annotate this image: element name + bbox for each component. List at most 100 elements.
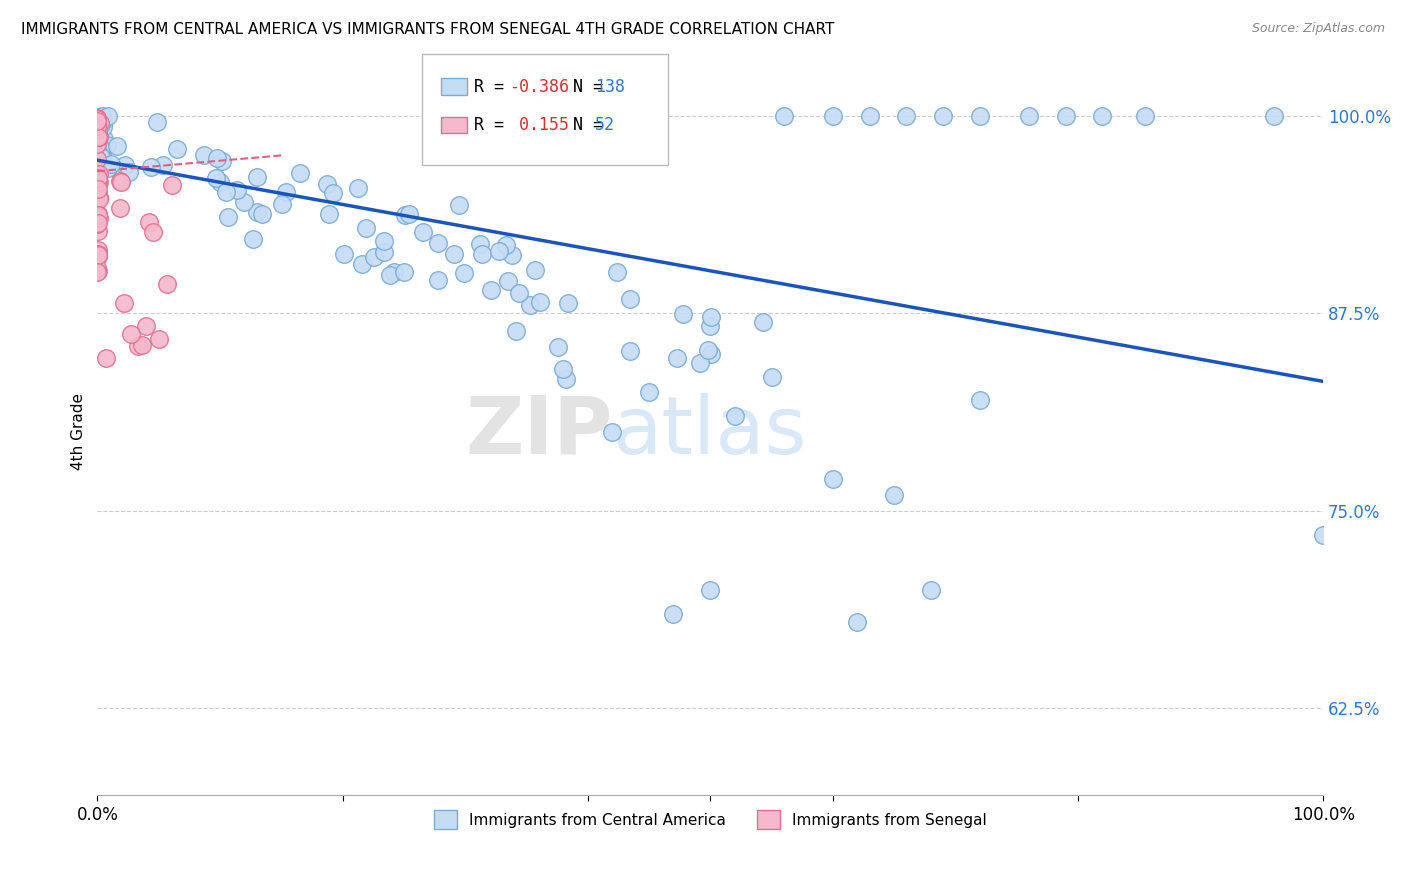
Point: [932, 109, 955, 123]
Point: [87, 112, 110, 126]
Point: [426, 236, 449, 251]
Point: [496, 274, 519, 288]
Point: [86, 207, 108, 221]
Point: [373, 235, 395, 249]
Point: [87, 130, 110, 145]
Point: [89, 116, 111, 130]
Point: [118, 165, 141, 179]
Point: [166, 142, 188, 156]
Point: [90, 116, 112, 130]
Point: [105, 139, 128, 153]
Point: [87, 249, 110, 263]
Point: [87, 186, 110, 200]
Point: [553, 361, 575, 376]
Point: [87, 175, 110, 189]
Point: [1312, 527, 1334, 541]
Text: -0.386: -0.386: [509, 78, 569, 95]
Point: [193, 148, 215, 162]
Point: [86, 114, 108, 128]
Point: [93, 132, 115, 146]
Point: [87, 124, 110, 138]
Point: [96, 137, 118, 152]
Point: [87, 190, 110, 204]
Point: [86, 175, 108, 189]
Point: [89, 126, 111, 140]
Point: [208, 175, 231, 189]
Point: [600, 425, 623, 439]
Point: [638, 385, 661, 400]
Point: [91, 120, 114, 134]
Point: [398, 207, 420, 221]
Point: [86, 111, 108, 125]
Point: [662, 607, 685, 621]
Point: [226, 183, 249, 197]
Point: [86, 246, 108, 260]
Point: [772, 109, 794, 123]
Point: [394, 208, 416, 222]
Point: [86, 224, 108, 238]
Point: [689, 356, 711, 370]
Text: 52: 52: [595, 116, 614, 134]
Point: [699, 310, 721, 324]
Point: [87, 115, 110, 129]
Point: [139, 160, 162, 174]
Point: [87, 127, 110, 141]
Text: R =: R =: [474, 116, 513, 134]
Point: [86, 191, 108, 205]
Point: [94, 351, 117, 365]
Point: [90, 150, 112, 164]
Point: [86, 171, 108, 186]
Point: [505, 324, 527, 338]
Point: [87, 122, 110, 136]
Text: N =: N =: [553, 116, 613, 134]
Point: [87, 182, 110, 196]
Point: [217, 211, 239, 225]
Point: [821, 109, 844, 123]
Point: [87, 114, 110, 128]
Point: [969, 109, 991, 123]
Point: [619, 344, 641, 359]
Point: [453, 266, 475, 280]
Point: [110, 201, 132, 215]
Point: [665, 351, 688, 366]
Point: [557, 296, 579, 310]
Point: [86, 112, 108, 126]
Point: [883, 488, 905, 502]
Point: [347, 181, 370, 195]
Point: [86, 264, 108, 278]
Point: [86, 122, 108, 136]
Point: [91, 144, 114, 158]
Point: [752, 315, 775, 329]
Point: [90, 139, 112, 153]
Point: [468, 237, 491, 252]
Point: [91, 117, 114, 131]
Text: IMMIGRANTS FROM CENTRAL AMERICA VS IMMIGRANTS FROM SENEGAL 4TH GRADE CORRELATION: IMMIGRANTS FROM CENTRAL AMERICA VS IMMIG…: [21, 22, 835, 37]
Point: [245, 170, 267, 185]
Point: [89, 147, 111, 161]
Point: [619, 292, 641, 306]
Point: [547, 340, 569, 354]
Point: [606, 265, 628, 279]
Point: [87, 128, 110, 142]
Point: [156, 277, 179, 292]
Point: [363, 251, 385, 265]
Point: [356, 220, 378, 235]
Point: [86, 110, 108, 124]
Point: [352, 257, 374, 271]
Point: [969, 393, 991, 408]
Point: [87, 244, 110, 258]
Point: [91, 109, 114, 123]
Point: [90, 142, 112, 156]
Point: [86, 208, 108, 222]
Point: [90, 112, 112, 127]
Point: [89, 129, 111, 144]
Point: [204, 170, 226, 185]
Point: [316, 178, 339, 192]
Point: [699, 319, 721, 334]
Point: [120, 327, 142, 342]
Point: [89, 211, 111, 225]
Point: [1054, 109, 1077, 123]
Point: [447, 198, 470, 212]
Point: [508, 285, 530, 300]
Point: [696, 343, 718, 357]
